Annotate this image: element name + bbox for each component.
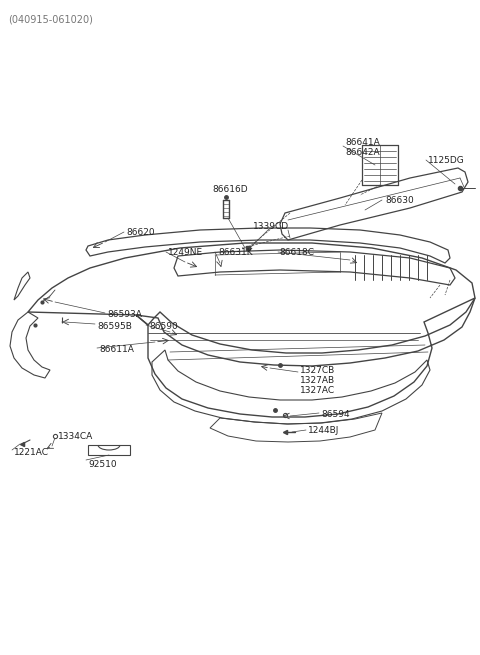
Text: 1327AB: 1327AB [300,376,335,385]
Text: 86641A: 86641A [345,138,380,147]
Text: (040915-061020): (040915-061020) [8,14,93,24]
Text: 86593A: 86593A [107,310,142,319]
Text: 1249NE: 1249NE [168,248,203,257]
Text: 86618C: 86618C [279,248,314,257]
Text: 1244BJ: 1244BJ [308,426,339,435]
Text: 1327AC: 1327AC [300,386,335,395]
Text: 1125DG: 1125DG [428,156,465,165]
Text: 1327CB: 1327CB [300,366,335,375]
Text: 86630: 86630 [385,196,414,205]
Text: 86620: 86620 [126,228,155,237]
Text: 86595B: 86595B [97,322,132,331]
Text: 1334CA: 1334CA [58,432,93,441]
Text: 86642A: 86642A [345,148,380,157]
Text: 86616D: 86616D [212,185,248,194]
Text: 92510: 92510 [88,460,117,469]
Text: 86594: 86594 [321,410,349,419]
Text: 86631K: 86631K [218,248,252,257]
Text: 1339CD: 1339CD [253,222,289,231]
Text: 1221AC: 1221AC [14,448,49,457]
Text: 86611A: 86611A [99,345,134,354]
Text: 86590: 86590 [149,322,178,331]
